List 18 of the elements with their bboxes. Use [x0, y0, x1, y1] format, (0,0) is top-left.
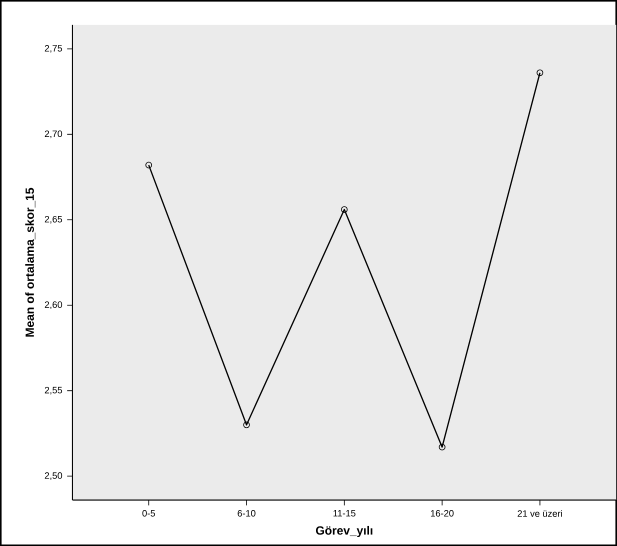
x-tick-label: 6-10	[238, 510, 256, 517]
y-axis-title: Mean of ortalama_skor_15	[25, 188, 36, 337]
y-tick-label: 2,70	[44, 130, 62, 138]
x-tick-label: 16-20	[430, 510, 454, 517]
x-tick-label: 21 ve üzeri	[518, 510, 562, 517]
point	[145, 162, 152, 168]
y-tick-label: 2,60	[44, 301, 62, 309]
y-tick-label: 2,55	[44, 386, 62, 394]
y-tick-label: 2,65	[44, 216, 62, 224]
point	[243, 421, 250, 428]
point	[438, 444, 446, 450]
point	[536, 69, 544, 76]
y-tick-label: 2,50	[44, 472, 62, 480]
x-tick-label: 11-15	[334, 510, 356, 516]
point	[341, 206, 348, 213]
x-tick-label: 0-5	[142, 510, 156, 517]
x-axis-title: Görev_yılı	[316, 526, 372, 538]
y-tick-label: 2,75	[44, 44, 62, 53]
